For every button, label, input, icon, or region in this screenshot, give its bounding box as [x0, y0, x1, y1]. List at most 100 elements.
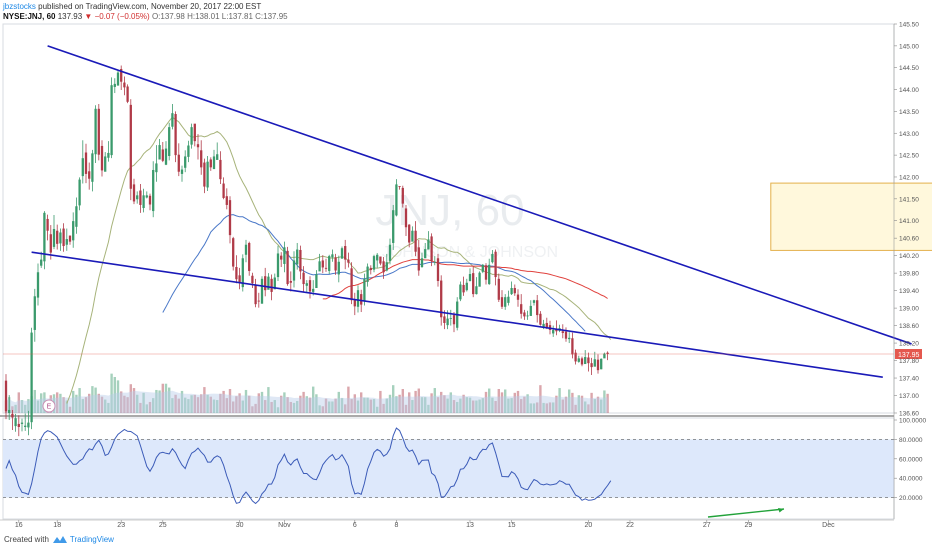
candle-body [318, 261, 321, 272]
candle-body [344, 246, 347, 260]
volume-bar [116, 380, 120, 413]
price-tick-label: 145.00 [899, 43, 919, 50]
volume-bar [260, 391, 264, 413]
candle-body [190, 127, 193, 145]
candle-body [20, 422, 24, 424]
candle-body [292, 260, 296, 281]
publish-info: jbzstocks published on TradingView.com, … [3, 2, 261, 12]
volume-bar [564, 396, 568, 413]
volume-bar [110, 373, 113, 413]
volume-bar [446, 398, 449, 413]
volume-bar [507, 398, 510, 413]
volume-bar [347, 386, 350, 413]
publisher[interactable]: jbzstocks [3, 2, 36, 11]
volume-bar [516, 390, 520, 413]
volume-bar [452, 400, 456, 413]
candle-body [356, 290, 360, 307]
volume-bar [174, 394, 177, 413]
oscillator-line [5, 427, 612, 505]
tradingview-brand[interactable]: TradingView [69, 535, 114, 544]
candle-body [184, 156, 187, 168]
candle-body [433, 261, 436, 263]
candle-body [65, 239, 68, 245]
price-tick-label: 145.50 [899, 22, 919, 29]
volume-bar [184, 397, 187, 413]
time-tick-label: 27 [703, 522, 711, 529]
candle-body [353, 299, 356, 307]
candle-body [209, 159, 212, 168]
target-zone-box[interactable] [770, 182, 932, 251]
published-text: published on TradingView.com, November 2… [38, 2, 262, 11]
volume-ma-area [6, 390, 608, 413]
candle-body [174, 114, 177, 156]
volume-bar [254, 403, 257, 413]
candle-body [379, 256, 382, 264]
volume-bar [209, 396, 212, 413]
price-tick-label: 144.00 [899, 87, 919, 94]
candle-body [577, 358, 580, 362]
volume-bar [302, 391, 305, 413]
volume-bar [168, 387, 171, 413]
volume-bar [180, 390, 184, 413]
oscillator-pane: 100.0000 80.0000 60.0000 40.0000 20.0000 [3, 418, 926, 518]
candle-body [177, 154, 180, 172]
volume-bar [398, 394, 401, 413]
candle-body [462, 284, 465, 293]
volume-bar [120, 391, 123, 413]
candle-body [164, 148, 168, 165]
candle-body [401, 187, 404, 204]
volume-bar [526, 394, 529, 413]
osc-tick-label: 100.0000 [899, 418, 926, 425]
osc-tick-label: 80.0000 [899, 437, 923, 444]
price-tick-label: 136.60 [899, 411, 919, 418]
candle-body [334, 257, 337, 271]
candle-body [532, 300, 536, 303]
volume-bar [584, 401, 587, 413]
candle-body [360, 294, 363, 305]
candle-body [472, 273, 475, 295]
volume-bar [331, 401, 334, 413]
volume-bar [155, 389, 158, 413]
candle-body [100, 145, 104, 171]
volume-bar [68, 406, 72, 413]
volume-bar [158, 390, 161, 413]
volume-bar [283, 392, 286, 413]
candle-body [120, 69, 123, 82]
price-axis[interactable]: 137.95 145.50 145.00 144.50 144.00 143.50 143.… [893, 22, 922, 520]
candle-body [43, 212, 46, 262]
candle-body [584, 357, 587, 365]
candle-body [36, 272, 40, 298]
trend-lines[interactable] [31, 45, 912, 378]
volume-bar [372, 399, 376, 413]
volume-bar [299, 395, 302, 413]
candle-body [523, 312, 526, 317]
volume-bar [296, 401, 299, 413]
candles [4, 65, 609, 437]
candle-body [497, 278, 500, 300]
volume-bar [465, 397, 468, 413]
volume-bar [478, 399, 481, 413]
time-axis[interactable]: 16 18 23 25 30 Nov 6 8 13 15 20 22 27 29 Dec [0, 519, 894, 529]
last-price: 137.93 [57, 12, 83, 21]
candle-body [91, 153, 94, 182]
price-tick-label: 138.60 [899, 323, 919, 330]
time-tick-label: 8 [394, 522, 398, 529]
candle-body [404, 208, 408, 228]
candle-body [241, 258, 244, 288]
volume-bar [228, 389, 232, 413]
earnings-marker[interactable]: E [42, 399, 56, 413]
volume-bar [497, 389, 500, 413]
candle-body [417, 247, 420, 271]
time-tick-label: Dec [822, 522, 835, 529]
volume-bar [17, 392, 20, 413]
candle-body [385, 262, 388, 271]
volume-bar [244, 389, 248, 413]
candle-body [411, 230, 414, 242]
volume-bar [123, 395, 126, 413]
volume-bar [139, 402, 142, 413]
volume-bar [65, 400, 68, 413]
volume-bar [587, 404, 590, 413]
volume-bar [379, 390, 382, 413]
